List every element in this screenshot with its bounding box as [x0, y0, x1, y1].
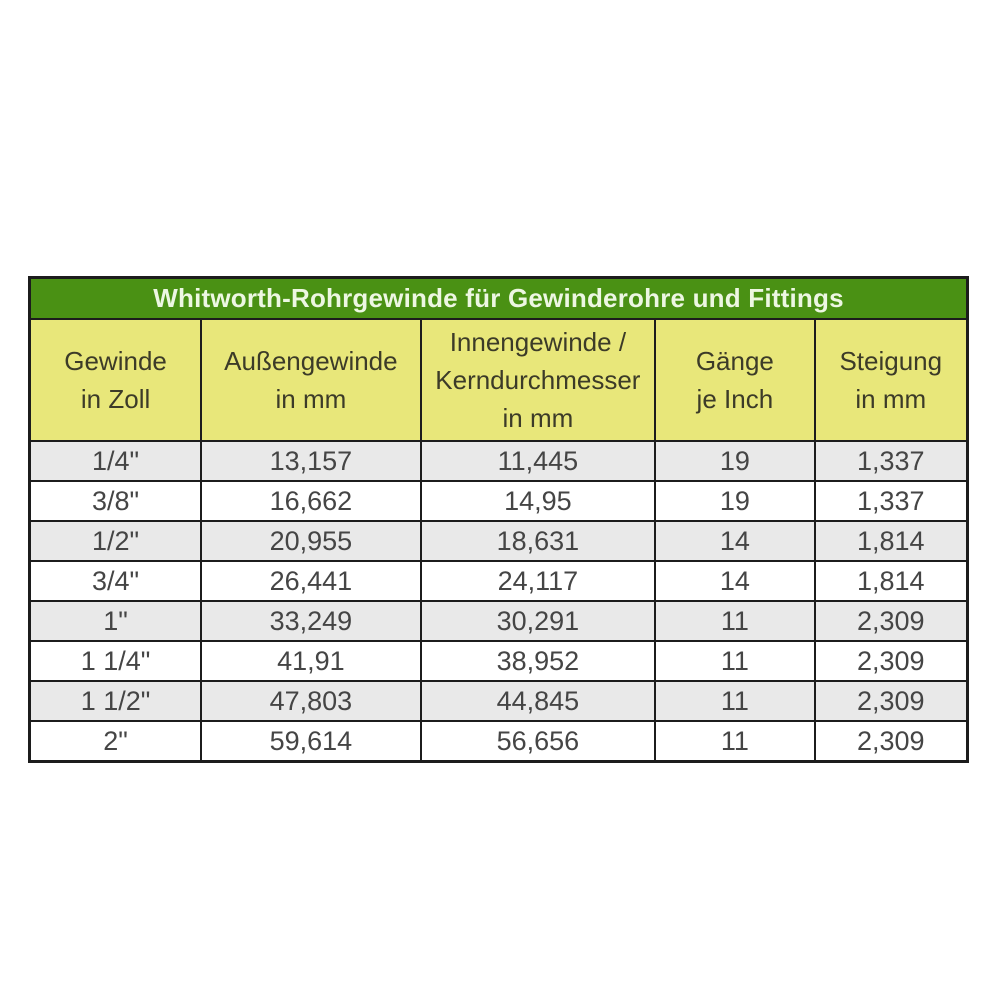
table-row: 1 1/2" 47,803 44,845 11 2,309: [28, 680, 969, 722]
column-header-line: Steigung: [839, 346, 943, 376]
table-cell: 1 1/4": [28, 640, 203, 682]
whitworth-thread-table-container: Whitworth-Rohrgewinde für Gewinderohre u…: [28, 276, 969, 763]
table-body: 1/4" 13,157 11,445 19 1,337 3/8" 16,662 14,95 19…: [28, 440, 969, 763]
table-cell: 38,952: [419, 640, 657, 682]
table-cell: 59,614: [200, 720, 422, 763]
column-header-3: Innengewinde / Kerndurchmesser in mm: [419, 318, 657, 442]
table-cell: 1 1/2": [28, 680, 203, 722]
column-header-line: Außengewinde: [224, 346, 398, 376]
column-header-line: Gewinde: [64, 346, 167, 376]
column-header-row: Gewinde in Zoll Außengewinde in mm Innengewi…: [28, 318, 969, 442]
column-header-line: Innengewinde /: [449, 327, 627, 357]
table-cell: 14: [654, 560, 816, 602]
column-header-line: in Zoll: [80, 384, 151, 414]
column-header-line: in mm: [855, 384, 927, 414]
column-header-line: in mm: [502, 403, 574, 433]
table-cell: 1": [28, 600, 203, 642]
table-cell: 11,445: [419, 440, 657, 482]
table-cell: 19: [654, 440, 816, 482]
table-cell: 1,337: [813, 440, 969, 482]
table-row: 3/4" 26,441 24,117 14 1,814: [28, 560, 969, 602]
table-cell: 14,95: [419, 480, 657, 522]
column-header-5: Steigung in mm: [813, 318, 969, 442]
table-cell: 2,309: [813, 600, 969, 642]
table-cell: 33,249: [200, 600, 422, 642]
table-cell: 11: [654, 720, 816, 763]
table-cell: 2,309: [813, 720, 969, 763]
table-cell: 1,814: [813, 520, 969, 562]
table-cell: 26,441: [200, 560, 422, 602]
table-row: 1 1/4" 41,91 38,952 11 2,309: [28, 640, 969, 682]
table-cell: 24,117: [419, 560, 657, 602]
table-cell: 30,291: [419, 600, 657, 642]
table-cell: 2": [28, 720, 203, 763]
column-header-2: Außengewinde in mm: [200, 318, 422, 442]
table-cell: 11: [654, 640, 816, 682]
column-header-line: je Inch: [696, 384, 774, 414]
table-cell: 56,656: [419, 720, 657, 763]
table-cell: 19: [654, 480, 816, 522]
table-row: 1/2" 20,955 18,631 14 1,814: [28, 520, 969, 562]
table-title-row: Whitworth-Rohrgewinde für Gewinderohre u…: [28, 276, 969, 320]
table-cell: 3/8": [28, 480, 203, 522]
table-cell: 16,662: [200, 480, 422, 522]
table-cell: 11: [654, 600, 816, 642]
table-cell: 1,814: [813, 560, 969, 602]
table-cell: 3/4": [28, 560, 203, 602]
table-cell: 18,631: [419, 520, 657, 562]
table-cell: 11: [654, 680, 816, 722]
table-cell: 1/2": [28, 520, 203, 562]
column-header-line: Gänge: [695, 346, 774, 376]
column-header-line: Kerndurchmesser: [435, 365, 641, 395]
table-cell: 47,803: [200, 680, 422, 722]
table-cell: 2,309: [813, 640, 969, 682]
table-cell: 20,955: [200, 520, 422, 562]
column-header-line: in mm: [275, 384, 347, 414]
table-cell: 41,91: [200, 640, 422, 682]
table-row: 3/8" 16,662 14,95 19 1,337: [28, 480, 969, 522]
table-cell: 1,337: [813, 480, 969, 522]
whitworth-thread-table: Whitworth-Rohrgewinde für Gewinderohre u…: [28, 276, 969, 763]
table-cell: 14: [654, 520, 816, 562]
table-cell: 44,845: [419, 680, 657, 722]
table-row: 2" 59,614 56,656 11 2,309: [28, 720, 969, 763]
column-header-1: Gewinde in Zoll: [28, 318, 203, 442]
table-row: 1" 33,249 30,291 11 2,309: [28, 600, 969, 642]
column-header-4: Gänge je Inch: [654, 318, 816, 442]
table-cell: 1/4": [28, 440, 203, 482]
table-title: Whitworth-Rohrgewinde für Gewinderohre u…: [28, 276, 969, 320]
table-row: 1/4" 13,157 11,445 19 1,337: [28, 440, 969, 482]
table-cell: 13,157: [200, 440, 422, 482]
table-cell: 2,309: [813, 680, 969, 722]
